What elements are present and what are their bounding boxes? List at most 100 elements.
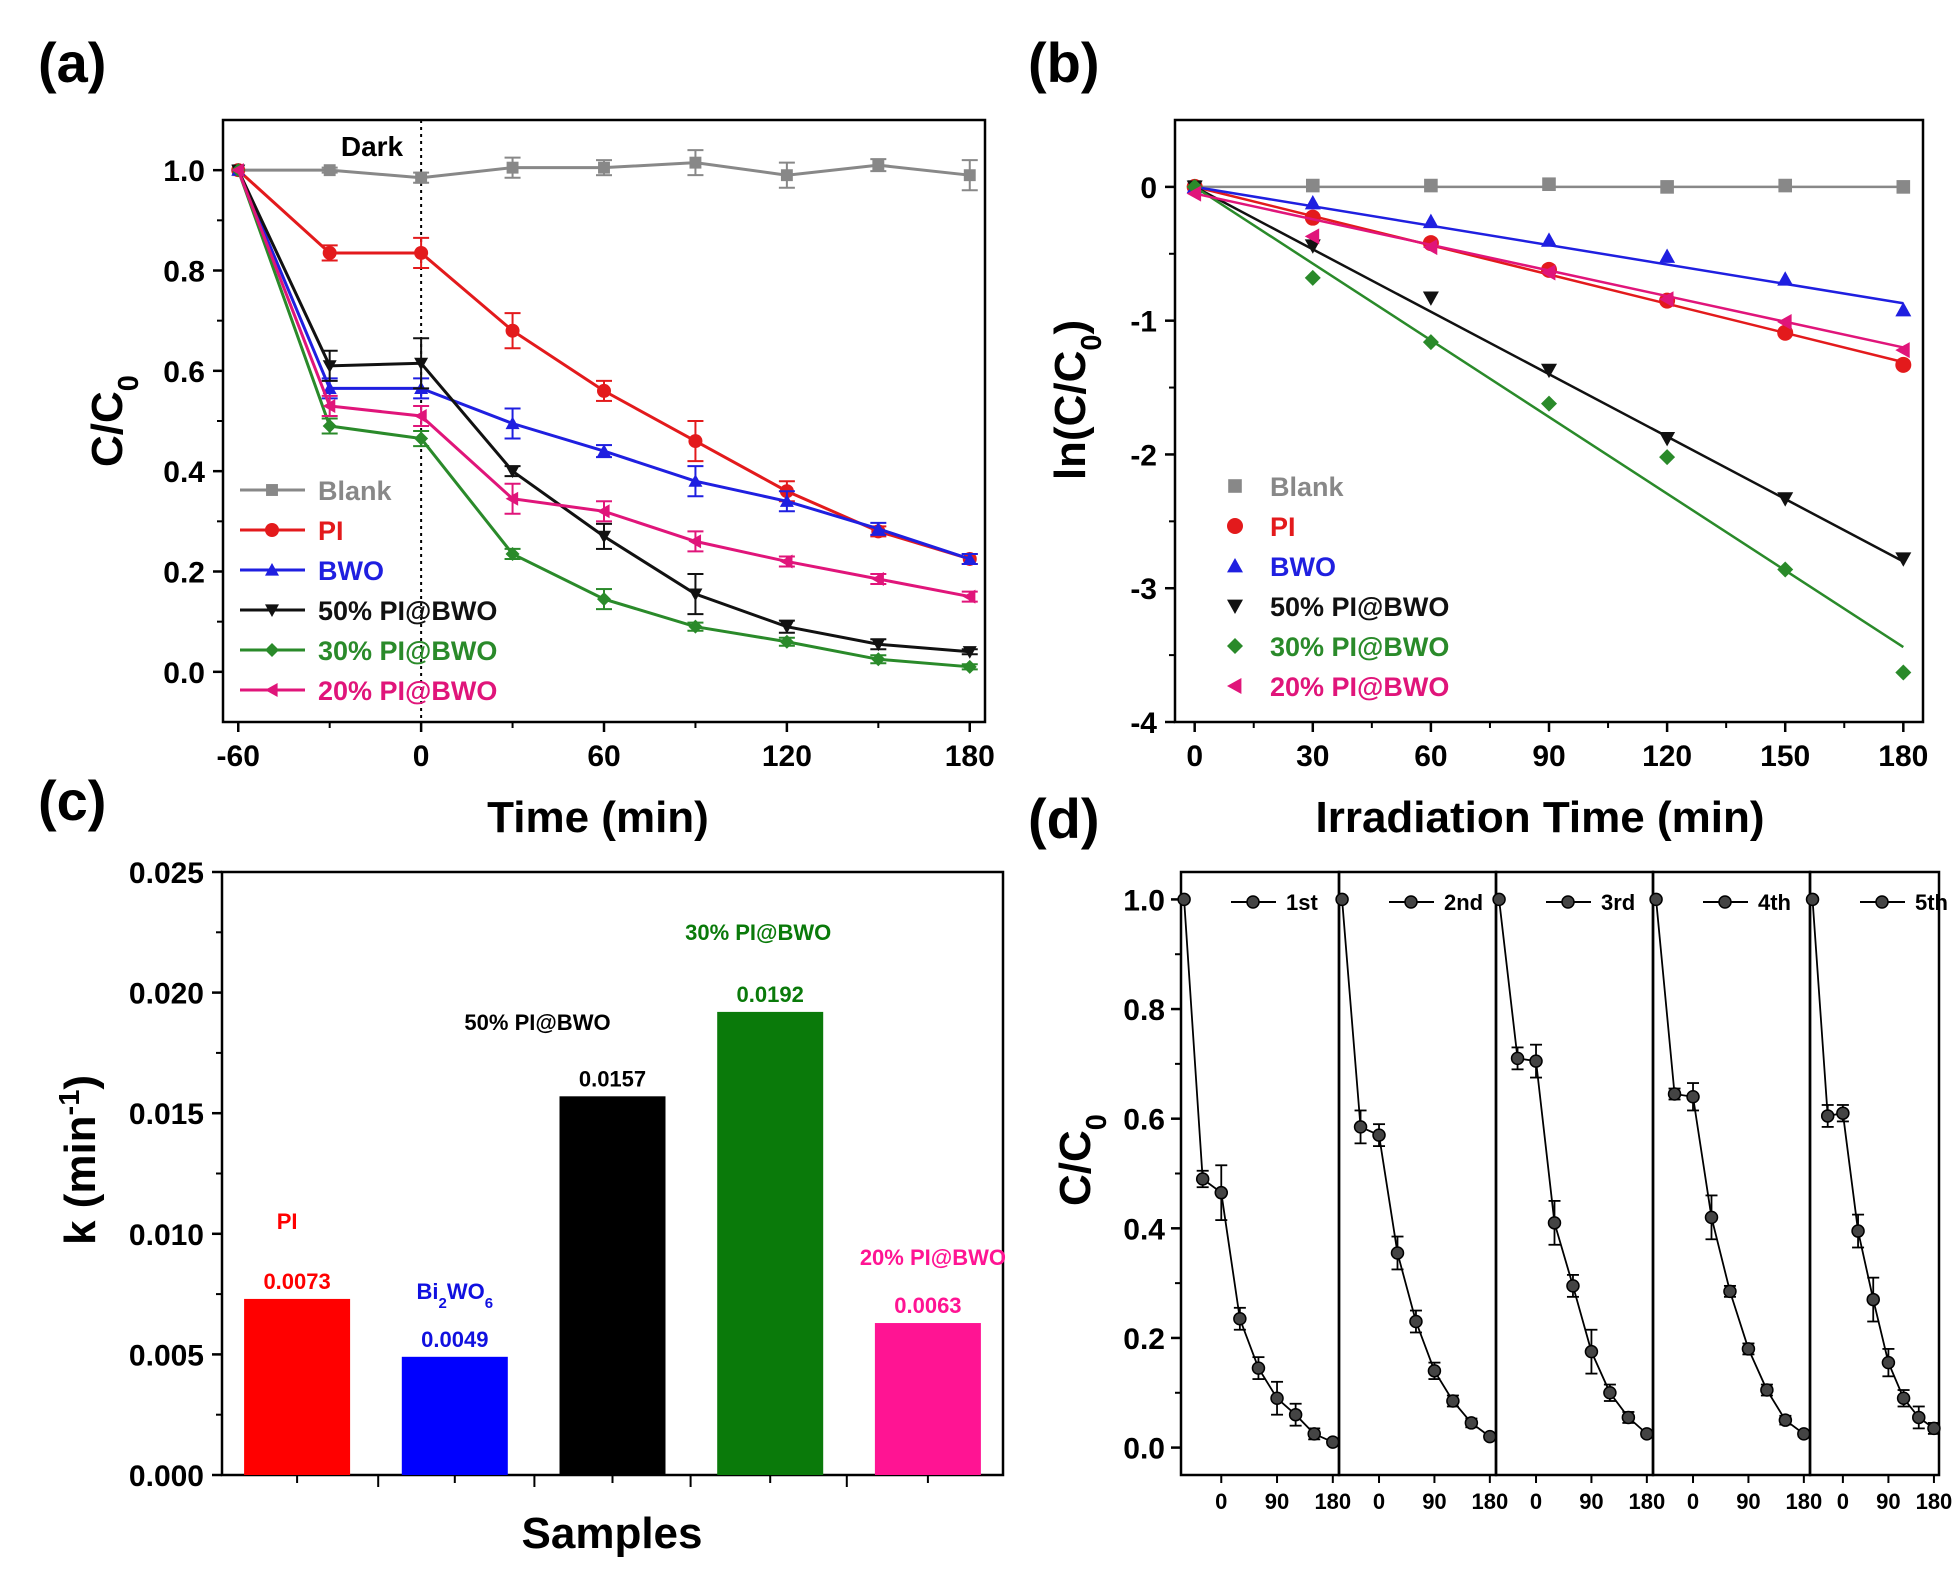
data-point	[414, 357, 429, 371]
data-point	[1305, 178, 1320, 193]
x-tick-label: 150	[1760, 740, 1810, 773]
bar-50% PI@BWO	[559, 1096, 666, 1475]
legend-marker	[1875, 895, 1889, 909]
data-point	[962, 646, 977, 659]
legend-label: 50% PI@BWO	[1270, 592, 1449, 622]
cycle-frame	[1494, 870, 1655, 1477]
panel-c: (c) k (min-1) Samples 0.000 0.005 0.010 0.0…	[38, 769, 1006, 1558]
panel-c-y-axis-title: k (min-1)	[54, 1075, 105, 1245]
legend-label: 20% PI@BWO	[318, 676, 497, 706]
panel-b-y-axis-title: ln(C/C0)	[1046, 320, 1108, 480]
y-tick-label: 0.000	[129, 1460, 204, 1493]
data-point	[779, 494, 794, 507]
y-tick-label: 0.005	[129, 1339, 204, 1372]
data-point	[1797, 1427, 1811, 1441]
legend-label: Blank	[318, 476, 393, 506]
data-point	[1805, 892, 1820, 907]
data-point	[1547, 1216, 1562, 1230]
data-point	[597, 592, 611, 607]
x-tick-label: 0	[1837, 1489, 1849, 1514]
data-point	[1186, 185, 1202, 202]
data-point	[1214, 1185, 1229, 1200]
data-point	[1353, 1120, 1368, 1134]
category-label: 30% PI@BWO	[685, 920, 831, 945]
data-point	[963, 169, 976, 182]
legend-label: BWO	[1270, 552, 1336, 582]
data-point	[1541, 264, 1556, 281]
panel-a-y-axis-title: C/C0	[83, 375, 145, 467]
cycle-frame	[1808, 870, 1941, 1477]
x-tick-label: 180	[1628, 1489, 1665, 1514]
data-point	[1542, 177, 1556, 192]
data-point	[1777, 324, 1794, 341]
data-point	[1603, 1386, 1617, 1400]
data-point	[1483, 1429, 1497, 1444]
data-point	[1895, 356, 1912, 373]
panel-b-x-axis-title: Irradiation Time (min)	[1315, 793, 1764, 842]
panel-d-label: (d)	[1028, 787, 1100, 850]
data-point	[1446, 1394, 1460, 1408]
data-point	[1529, 1054, 1543, 1068]
legend-marker	[1246, 895, 1260, 909]
data-point	[779, 554, 793, 569]
data-point	[1304, 194, 1321, 210]
data-point	[780, 169, 793, 182]
panel-a-legend: Blank PI BWO 50% PI@BWO 30% PI@BWO 20% PI@BWO	[240, 476, 497, 706]
data-point	[1304, 228, 1320, 245]
y-tick-label: 0.0	[163, 657, 205, 690]
data-point	[1372, 1128, 1386, 1142]
cycle-frame	[1651, 870, 1812, 1477]
panel-d: (d) C/C0 0.0 0.2 0.4 0.6 0.8 1.0 0 90 180 1st 0 90 1…	[1028, 787, 1952, 1514]
data-point	[1422, 334, 1439, 351]
data-point	[688, 434, 703, 449]
bar-value-label: 0.0073	[263, 1269, 330, 1294]
y-tick-label: 1.0	[1123, 884, 1165, 917]
x-tick-label: 180	[1785, 1489, 1822, 1514]
data-point	[1896, 1391, 1911, 1406]
x-tick-label: 120	[762, 740, 812, 773]
panel-d-y-axis-title: C/C0	[1051, 1114, 1113, 1206]
data-point	[1390, 1246, 1405, 1260]
panel-a: (a) C/C0 Time (min) Dark -60 0 60 120 180 0.0…	[38, 31, 995, 842]
data-point	[1464, 1416, 1479, 1430]
legend-label: BWO	[318, 556, 384, 586]
y-tick-label: 0.2	[163, 557, 205, 590]
legend-marker	[1561, 895, 1575, 909]
data-point	[1541, 363, 1557, 379]
legend-marker	[266, 484, 278, 496]
cycle-2nd: 0 90 180 2nd	[1335, 870, 1508, 1514]
bar-value-label: 0.0157	[579, 1066, 646, 1091]
panel-a-frame	[221, 118, 987, 724]
data-point	[1584, 1344, 1599, 1359]
data-point	[962, 659, 977, 674]
cycle-5th: 0 90 180 5th	[1805, 870, 1953, 1514]
data-point	[1881, 1355, 1896, 1370]
data-point	[1741, 1342, 1756, 1356]
x-tick-label: 60	[1414, 740, 1447, 773]
series-BWO	[1186, 178, 1912, 317]
data-point	[1510, 1051, 1525, 1066]
y-tick-label: 0.020	[129, 978, 204, 1011]
data-point	[779, 621, 794, 634]
data-point	[1195, 1172, 1210, 1186]
y-tick-label: 0.015	[129, 1098, 204, 1131]
y-tick-label: 0.2	[1123, 1323, 1165, 1356]
x-tick-label: 0	[1186, 740, 1203, 773]
legend-label: 20% PI@BWO	[1270, 672, 1449, 702]
legend-label: PI	[1270, 512, 1296, 542]
legend-label: 4th	[1758, 890, 1791, 915]
category-label: PI	[277, 1209, 298, 1234]
data-point	[1895, 342, 1910, 359]
legend-label: Blank	[1270, 472, 1345, 502]
y-axis-title-close: )	[1046, 320, 1095, 335]
data-point	[1895, 301, 1912, 317]
legend-marker	[265, 563, 279, 576]
data-point	[1270, 1391, 1284, 1406]
y-tick-label: 0.010	[129, 1219, 204, 1252]
data-point	[688, 534, 702, 549]
panel-b: (b) ln(C/C0) Irradiation Time (min) 0 30 6…	[1028, 31, 1928, 842]
x-tick-label: 180	[1916, 1489, 1953, 1514]
data-point	[871, 638, 886, 652]
legend-label: 50% PI@BWO	[318, 596, 497, 626]
x-tick-label: 30	[1296, 740, 1329, 773]
